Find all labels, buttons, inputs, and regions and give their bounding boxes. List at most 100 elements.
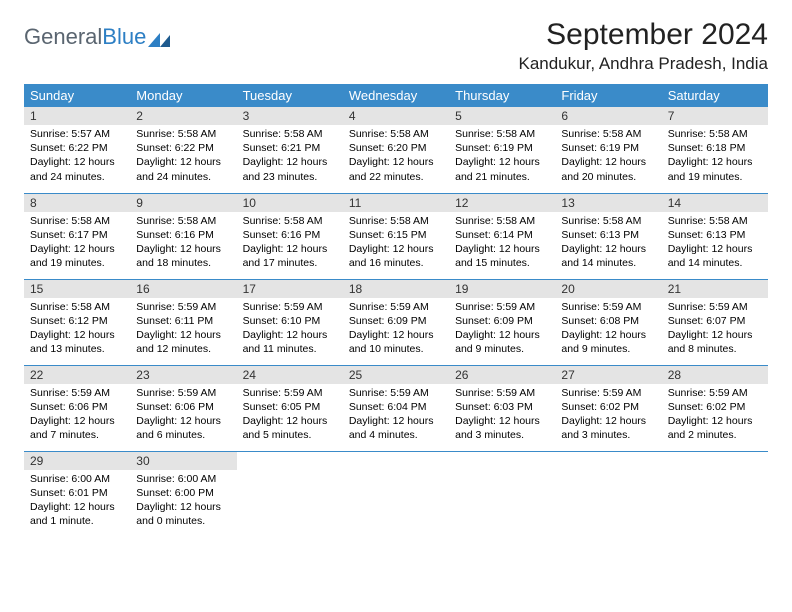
day-line: Daylight: 12 hours xyxy=(668,242,762,256)
weekday-header: Tuesday xyxy=(237,84,343,107)
day-line: Sunset: 6:14 PM xyxy=(455,228,549,242)
day-line: Sunset: 6:09 PM xyxy=(349,314,443,328)
day-line: Sunrise: 5:58 AM xyxy=(561,127,655,141)
day-line: Daylight: 12 hours xyxy=(243,155,337,169)
day-line: Sunset: 6:19 PM xyxy=(561,141,655,155)
day-line: Sunset: 6:00 PM xyxy=(136,486,230,500)
day-line: Sunset: 6:06 PM xyxy=(136,400,230,414)
day-number: 9 xyxy=(130,194,236,212)
calendar-day-cell xyxy=(237,451,343,537)
day-content: Sunrise: 5:58 AMSunset: 6:13 PMDaylight:… xyxy=(555,212,661,275)
day-line: Sunset: 6:16 PM xyxy=(136,228,230,242)
day-content: Sunrise: 5:58 AMSunset: 6:14 PMDaylight:… xyxy=(449,212,555,275)
calendar-day-cell: 13Sunrise: 5:58 AMSunset: 6:13 PMDayligh… xyxy=(555,193,661,279)
calendar-day-cell xyxy=(662,451,768,537)
day-line: Daylight: 12 hours xyxy=(243,414,337,428)
calendar-day-cell: 15Sunrise: 5:58 AMSunset: 6:12 PMDayligh… xyxy=(24,279,130,365)
day-line: Sunrise: 5:59 AM xyxy=(243,386,337,400)
calendar-day-cell: 28Sunrise: 5:59 AMSunset: 6:02 PMDayligh… xyxy=(662,365,768,451)
calendar-day-cell: 29Sunrise: 6:00 AMSunset: 6:01 PMDayligh… xyxy=(24,451,130,537)
day-line: Sunset: 6:13 PM xyxy=(668,228,762,242)
day-number: 25 xyxy=(343,366,449,384)
calendar-day-cell: 26Sunrise: 5:59 AMSunset: 6:03 PMDayligh… xyxy=(449,365,555,451)
day-number: 2 xyxy=(130,107,236,125)
day-number: 26 xyxy=(449,366,555,384)
calendar-day-cell: 27Sunrise: 5:59 AMSunset: 6:02 PMDayligh… xyxy=(555,365,661,451)
day-line: Sunrise: 5:58 AM xyxy=(455,127,549,141)
weekday-header: Wednesday xyxy=(343,84,449,107)
day-line: and 22 minutes. xyxy=(349,170,443,184)
day-content: Sunrise: 6:00 AMSunset: 6:01 PMDaylight:… xyxy=(24,470,130,533)
day-line: Daylight: 12 hours xyxy=(349,328,443,342)
day-content: Sunrise: 5:59 AMSunset: 6:02 PMDaylight:… xyxy=(662,384,768,447)
calendar-day-cell: 1Sunrise: 5:57 AMSunset: 6:22 PMDaylight… xyxy=(24,107,130,193)
day-line: and 5 minutes. xyxy=(243,428,337,442)
day-line: Sunset: 6:04 PM xyxy=(349,400,443,414)
day-line: Sunset: 6:06 PM xyxy=(30,400,124,414)
header: GeneralBlue September 2024 Kandukur, And… xyxy=(24,18,768,74)
day-number: 7 xyxy=(662,107,768,125)
day-line: and 6 minutes. xyxy=(136,428,230,442)
calendar-day-cell: 5Sunrise: 5:58 AMSunset: 6:19 PMDaylight… xyxy=(449,107,555,193)
calendar-day-cell: 12Sunrise: 5:58 AMSunset: 6:14 PMDayligh… xyxy=(449,193,555,279)
day-line: Daylight: 12 hours xyxy=(136,328,230,342)
day-line: and 19 minutes. xyxy=(668,170,762,184)
day-content: Sunrise: 5:57 AMSunset: 6:22 PMDaylight:… xyxy=(24,125,130,188)
day-line: Sunrise: 5:58 AM xyxy=(455,214,549,228)
calendar-day-cell: 9Sunrise: 5:58 AMSunset: 6:16 PMDaylight… xyxy=(130,193,236,279)
day-line: Sunset: 6:15 PM xyxy=(349,228,443,242)
month-title: September 2024 xyxy=(518,18,768,52)
day-line: Daylight: 12 hours xyxy=(30,328,124,342)
day-line: Daylight: 12 hours xyxy=(455,414,549,428)
calendar-day-cell: 16Sunrise: 5:59 AMSunset: 6:11 PMDayligh… xyxy=(130,279,236,365)
day-line: Sunrise: 5:58 AM xyxy=(30,214,124,228)
day-number: 29 xyxy=(24,452,130,470)
day-content: Sunrise: 5:58 AMSunset: 6:16 PMDaylight:… xyxy=(130,212,236,275)
day-line: Daylight: 12 hours xyxy=(349,414,443,428)
day-line: and 16 minutes. xyxy=(349,256,443,270)
day-line: Daylight: 12 hours xyxy=(455,328,549,342)
day-line: Sunrise: 6:00 AM xyxy=(30,472,124,486)
day-number: 5 xyxy=(449,107,555,125)
day-line: and 20 minutes. xyxy=(561,170,655,184)
calendar-week-row: 22Sunrise: 5:59 AMSunset: 6:06 PMDayligh… xyxy=(24,365,768,451)
day-line: Sunset: 6:09 PM xyxy=(455,314,549,328)
day-number: 24 xyxy=(237,366,343,384)
calendar-day-cell: 30Sunrise: 6:00 AMSunset: 6:00 PMDayligh… xyxy=(130,451,236,537)
day-line: Daylight: 12 hours xyxy=(561,414,655,428)
day-line: Sunset: 6:22 PM xyxy=(30,141,124,155)
day-line: and 11 minutes. xyxy=(243,342,337,356)
calendar-day-cell xyxy=(343,451,449,537)
calendar-week-row: 8Sunrise: 5:58 AMSunset: 6:17 PMDaylight… xyxy=(24,193,768,279)
day-line: Daylight: 12 hours xyxy=(668,328,762,342)
day-content: Sunrise: 5:59 AMSunset: 6:06 PMDaylight:… xyxy=(130,384,236,447)
day-line: Sunrise: 5:58 AM xyxy=(349,214,443,228)
day-line: and 4 minutes. xyxy=(349,428,443,442)
day-content: Sunrise: 5:58 AMSunset: 6:17 PMDaylight:… xyxy=(24,212,130,275)
day-content: Sunrise: 5:58 AMSunset: 6:15 PMDaylight:… xyxy=(343,212,449,275)
day-line: Sunrise: 5:58 AM xyxy=(668,214,762,228)
day-line: Daylight: 12 hours xyxy=(136,155,230,169)
day-content: Sunrise: 5:59 AMSunset: 6:05 PMDaylight:… xyxy=(237,384,343,447)
day-line: Sunset: 6:03 PM xyxy=(455,400,549,414)
calendar-table: Sunday Monday Tuesday Wednesday Thursday… xyxy=(24,84,768,537)
day-number: 14 xyxy=(662,194,768,212)
calendar-day-cell: 3Sunrise: 5:58 AMSunset: 6:21 PMDaylight… xyxy=(237,107,343,193)
day-line: Sunrise: 5:58 AM xyxy=(243,127,337,141)
day-line: Sunrise: 5:59 AM xyxy=(136,300,230,314)
day-line: Daylight: 12 hours xyxy=(668,414,762,428)
day-line: Daylight: 12 hours xyxy=(243,242,337,256)
day-content: Sunrise: 5:58 AMSunset: 6:19 PMDaylight:… xyxy=(449,125,555,188)
day-number: 4 xyxy=(343,107,449,125)
calendar-day-cell: 18Sunrise: 5:59 AMSunset: 6:09 PMDayligh… xyxy=(343,279,449,365)
day-content: Sunrise: 5:58 AMSunset: 6:19 PMDaylight:… xyxy=(555,125,661,188)
day-line: Sunset: 6:05 PM xyxy=(243,400,337,414)
calendar-day-cell: 7Sunrise: 5:58 AMSunset: 6:18 PMDaylight… xyxy=(662,107,768,193)
day-number: 20 xyxy=(555,280,661,298)
day-line: Sunset: 6:22 PM xyxy=(136,141,230,155)
day-line: Daylight: 12 hours xyxy=(349,242,443,256)
day-line: and 1 minute. xyxy=(30,514,124,528)
day-line: Sunrise: 5:58 AM xyxy=(136,214,230,228)
calendar-day-cell: 4Sunrise: 5:58 AMSunset: 6:20 PMDaylight… xyxy=(343,107,449,193)
day-line: Sunrise: 5:59 AM xyxy=(349,386,443,400)
